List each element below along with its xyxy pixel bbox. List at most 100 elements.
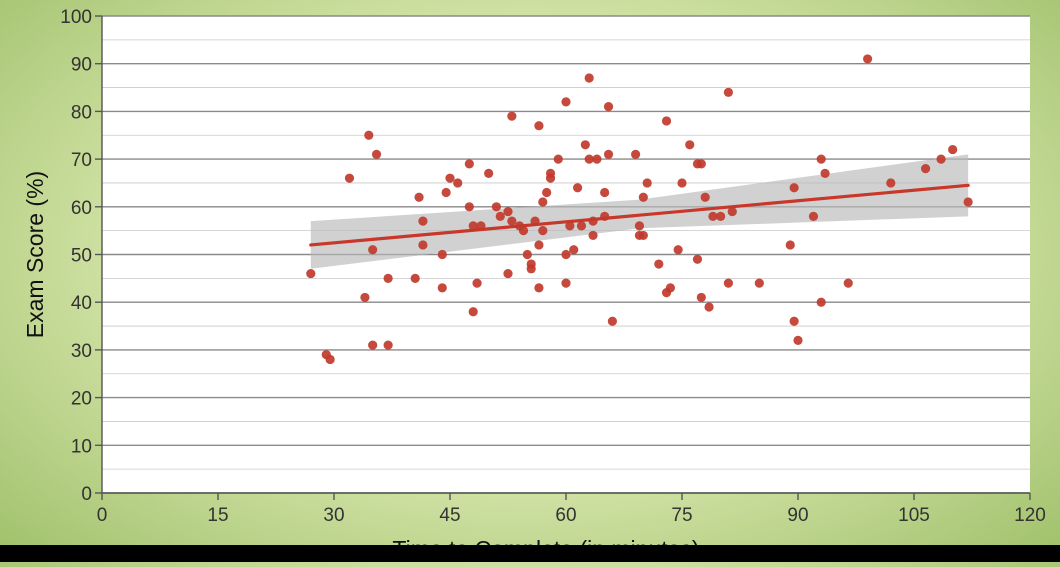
axes: 0 10 20 30 40 50 60 70 80 90 100 0 15 30 45 60 75 90 105 12… <box>60 7 1046 526</box>
y-tick-label: 100 <box>60 7 92 28</box>
data-point <box>383 273 393 283</box>
data-point <box>437 249 447 260</box>
data-point <box>561 249 571 260</box>
confidence-band-layer <box>310 154 969 269</box>
confidence-band <box>310 154 969 269</box>
data-point <box>526 264 536 274</box>
data-point <box>816 154 826 164</box>
data-point <box>534 121 544 131</box>
trend-line <box>309 183 970 247</box>
data-point <box>538 226 548 236</box>
data-point <box>414 192 424 202</box>
x-tick-label: 120 <box>1014 505 1046 526</box>
data-point <box>503 268 513 279</box>
y-tick-label: 10 <box>71 436 92 457</box>
data-point <box>600 211 610 221</box>
y-tick-label: 40 <box>71 293 92 314</box>
data-point <box>723 278 734 288</box>
x-tick-label: 15 <box>207 505 228 526</box>
data-point <box>631 149 641 159</box>
data-point <box>306 268 316 279</box>
y-tick-label: 90 <box>71 55 92 76</box>
data-point <box>584 154 594 164</box>
data-point <box>963 197 973 207</box>
data-point <box>588 216 598 226</box>
data-point <box>588 230 598 241</box>
data-point <box>507 216 517 226</box>
data-point <box>410 273 420 283</box>
data-point <box>692 254 703 264</box>
data-point <box>673 245 683 255</box>
y-tick-label: 70 <box>71 150 92 171</box>
data-point <box>518 226 529 236</box>
data-point <box>576 221 587 231</box>
data-point <box>816 297 826 307</box>
data-point <box>661 116 672 126</box>
data-point <box>495 211 505 221</box>
y-tick-label: 0 <box>81 484 92 505</box>
data-point <box>364 130 374 140</box>
x-tick-label: 0 <box>97 505 108 526</box>
data-point <box>696 292 706 303</box>
y-tick-label: 60 <box>71 198 92 219</box>
data-point <box>368 245 378 255</box>
data-point <box>642 178 652 188</box>
data-point <box>383 340 393 350</box>
data-point <box>542 187 552 198</box>
data-point <box>368 340 378 350</box>
data-point <box>553 154 563 164</box>
data-point <box>638 192 648 202</box>
x-tick-label: 45 <box>439 505 460 526</box>
data-point <box>464 159 474 169</box>
data-point <box>685 140 695 150</box>
data-point <box>921 164 931 174</box>
data-point <box>665 283 676 293</box>
data-point <box>371 149 382 159</box>
y-axis-label: Exam Score (%) <box>22 171 48 338</box>
data-point <box>538 197 548 207</box>
x-tick-label: 30 <box>323 505 344 526</box>
data-point <box>580 140 590 150</box>
data-point <box>545 173 556 183</box>
y-tick-label: 30 <box>71 341 92 362</box>
data-point <box>677 178 687 188</box>
data-point <box>561 278 571 288</box>
x-tick-label: 90 <box>787 505 808 526</box>
data-point <box>472 278 482 288</box>
data-point <box>534 240 544 250</box>
data-point <box>418 240 428 250</box>
data-point <box>445 173 455 183</box>
data-point <box>603 102 614 112</box>
data-point <box>789 316 799 326</box>
data-point <box>534 283 544 293</box>
bottom-strip <box>0 545 1060 562</box>
data-point <box>344 173 355 183</box>
data-point <box>948 144 958 155</box>
data-point <box>592 154 602 164</box>
data-point <box>491 202 501 212</box>
data-point <box>886 178 896 188</box>
data-point <box>808 211 819 221</box>
data-point <box>727 206 737 217</box>
data-point <box>638 230 648 241</box>
data-point <box>565 221 575 231</box>
data-point <box>437 283 447 293</box>
data-point <box>843 278 853 288</box>
data-point <box>700 192 710 202</box>
data-point <box>464 202 474 212</box>
data-point <box>603 149 614 159</box>
data-point <box>785 240 795 250</box>
y-tick-label: 20 <box>71 389 92 410</box>
data-point <box>600 187 610 198</box>
data-point <box>634 221 645 231</box>
data-point <box>723 87 734 97</box>
data-point <box>503 206 513 217</box>
data-point <box>936 154 946 164</box>
data-point <box>441 187 451 198</box>
data-point <box>476 221 486 231</box>
data-point <box>325 354 335 365</box>
y-tick-label: 80 <box>71 102 92 123</box>
data-point <box>754 278 764 288</box>
